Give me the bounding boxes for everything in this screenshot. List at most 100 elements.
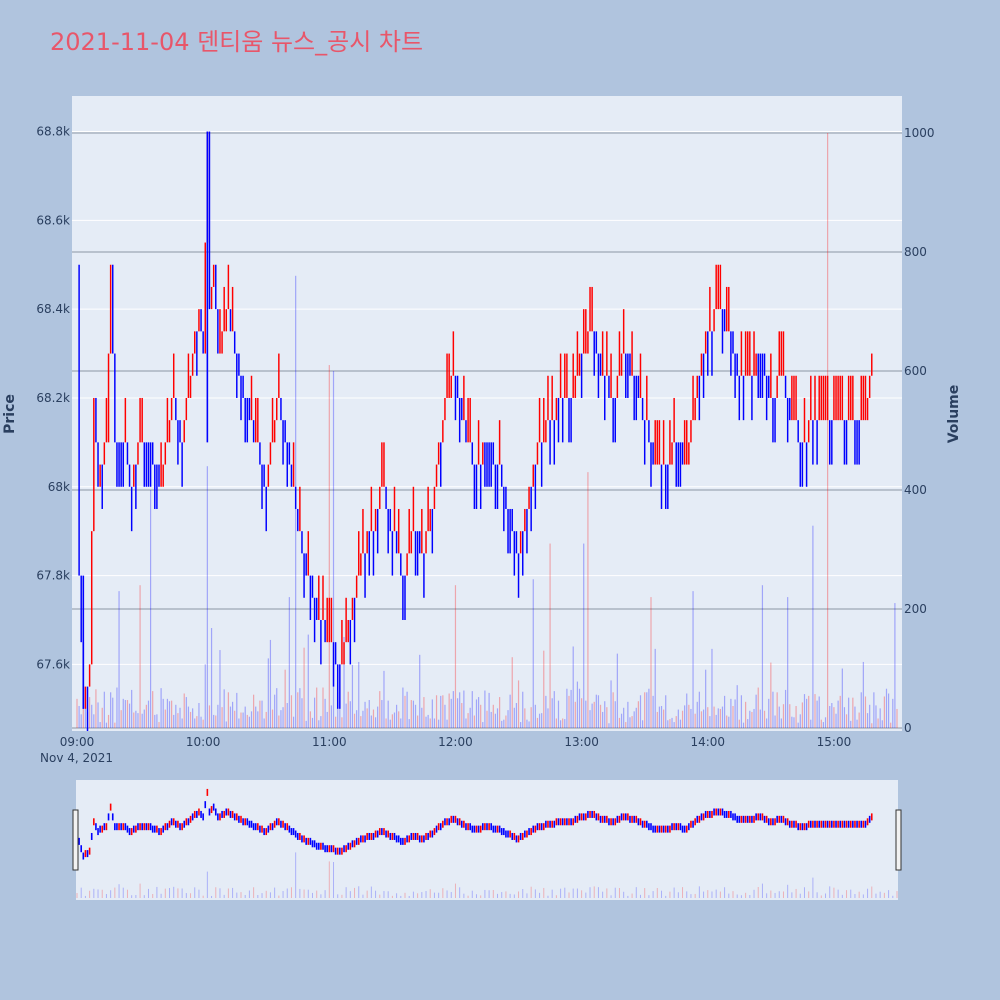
mini-volume-bar bbox=[892, 895, 894, 898]
candle bbox=[789, 397, 791, 421]
candle bbox=[652, 442, 654, 465]
volume-bar bbox=[149, 490, 152, 728]
volume-bar bbox=[736, 685, 738, 728]
mini-candle bbox=[320, 842, 322, 850]
mini-volume-bar bbox=[841, 894, 843, 898]
candle bbox=[704, 331, 707, 354]
candle bbox=[639, 353, 642, 398]
mini-candle bbox=[423, 835, 425, 843]
mini-candle bbox=[305, 837, 307, 845]
mini-candle bbox=[624, 813, 627, 821]
volume-bar bbox=[484, 690, 486, 728]
candle bbox=[358, 531, 360, 576]
mini-candle bbox=[313, 840, 316, 848]
mini-candle bbox=[812, 820, 814, 828]
mini-volume-bar bbox=[618, 888, 620, 898]
mini-candle bbox=[835, 820, 837, 828]
candle bbox=[707, 331, 709, 376]
volume-bar bbox=[513, 707, 515, 728]
volume-bar bbox=[650, 597, 652, 728]
mini-candle bbox=[807, 820, 810, 828]
volume-bar bbox=[829, 705, 831, 728]
mini-candle bbox=[481, 823, 484, 831]
volume-bar bbox=[709, 716, 711, 728]
mini-candle bbox=[334, 847, 337, 855]
range-slider-handle-right[interactable] bbox=[895, 809, 902, 871]
candle bbox=[461, 397, 463, 421]
volume-bar bbox=[425, 716, 427, 728]
volume-bar bbox=[576, 681, 579, 728]
mini-candle bbox=[286, 823, 289, 831]
mini-volume-bar bbox=[202, 895, 204, 898]
candle bbox=[667, 464, 669, 509]
range-slider-handle-left[interactable] bbox=[72, 809, 79, 871]
mini-volume-bar bbox=[131, 895, 133, 898]
mini-candle bbox=[677, 823, 680, 831]
candle bbox=[408, 508, 410, 554]
mini-candle bbox=[511, 832, 514, 840]
candle bbox=[467, 397, 469, 443]
range-slider-background[interactable] bbox=[76, 780, 898, 900]
volume-bar bbox=[890, 722, 892, 728]
volume-bar bbox=[417, 715, 419, 728]
candle bbox=[837, 375, 839, 421]
candle bbox=[248, 397, 251, 421]
volume-bar bbox=[717, 708, 719, 728]
volume-bar bbox=[860, 692, 862, 728]
mini-volume-bar bbox=[383, 891, 385, 898]
volume-bar bbox=[866, 713, 869, 728]
mini-candle bbox=[711, 810, 713, 818]
mini-candle bbox=[776, 815, 778, 823]
mini-candle bbox=[299, 832, 301, 840]
candle bbox=[799, 442, 802, 487]
candle bbox=[198, 309, 200, 332]
mini-candle bbox=[378, 828, 381, 836]
mini-volume-bar bbox=[745, 892, 747, 898]
volume-bar bbox=[480, 704, 482, 728]
candle bbox=[175, 397, 177, 421]
volume-bar bbox=[465, 718, 467, 728]
candle bbox=[349, 619, 352, 665]
mini-volume-bar bbox=[93, 888, 95, 898]
candle bbox=[362, 508, 364, 554]
volume-bar bbox=[568, 695, 570, 728]
candle bbox=[646, 375, 648, 421]
candle bbox=[658, 420, 661, 465]
mini-volume-bar bbox=[143, 895, 145, 898]
volume-bar bbox=[791, 716, 793, 728]
mini-candle bbox=[763, 815, 766, 823]
mini-candle bbox=[852, 820, 854, 828]
mini-candle bbox=[563, 818, 566, 826]
mini-volume-bar bbox=[236, 892, 238, 898]
mini-volume-bar bbox=[488, 890, 490, 898]
volume-bar bbox=[107, 714, 110, 728]
candle bbox=[698, 375, 701, 421]
mini-candle bbox=[576, 815, 579, 823]
volume-bar bbox=[404, 695, 406, 728]
volume-bar bbox=[551, 698, 553, 728]
volume-bar bbox=[528, 721, 530, 728]
candle bbox=[414, 531, 417, 576]
candle bbox=[557, 397, 560, 443]
mini-volume-bar bbox=[311, 892, 313, 898]
candle bbox=[355, 575, 358, 598]
mini-candle bbox=[177, 820, 179, 828]
mini-volume-bar bbox=[837, 889, 839, 898]
mini-volume-bar bbox=[341, 894, 343, 898]
mini-candle bbox=[751, 815, 753, 823]
candle bbox=[553, 420, 556, 465]
volume-bar bbox=[763, 710, 766, 728]
volume-bar bbox=[734, 699, 736, 728]
volume-bar bbox=[133, 712, 135, 728]
candle bbox=[469, 397, 471, 443]
mini-candle bbox=[202, 813, 204, 821]
candle bbox=[868, 375, 871, 398]
mini-volume-bar bbox=[846, 890, 848, 898]
volume-bar bbox=[700, 711, 703, 728]
candle bbox=[820, 375, 823, 421]
volume-bar bbox=[126, 700, 129, 728]
mini-candle bbox=[547, 820, 549, 828]
candle bbox=[597, 353, 600, 398]
mini-volume-bar bbox=[576, 888, 578, 898]
